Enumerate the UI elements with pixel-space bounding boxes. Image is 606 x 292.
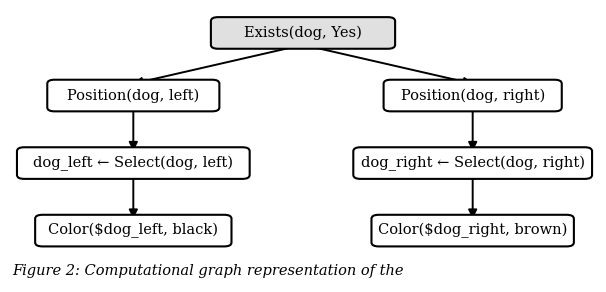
Text: Figure 2: Computational graph representation of the: Figure 2: Computational graph representa… <box>12 263 404 277</box>
Text: dog_left ← Select(dog, left): dog_left ← Select(dog, left) <box>33 155 233 171</box>
Text: Position(dog, right): Position(dog, right) <box>401 88 545 103</box>
FancyBboxPatch shape <box>371 215 574 246</box>
FancyBboxPatch shape <box>47 80 219 111</box>
Text: Color($dog_left, black): Color($dog_left, black) <box>48 223 218 238</box>
FancyBboxPatch shape <box>211 17 395 49</box>
FancyBboxPatch shape <box>17 147 250 179</box>
FancyBboxPatch shape <box>353 147 592 179</box>
Text: Position(dog, left): Position(dog, left) <box>67 88 199 103</box>
Text: Color($dog_right, brown): Color($dog_right, brown) <box>378 223 567 238</box>
Text: Exists(dog, Yes): Exists(dog, Yes) <box>244 26 362 40</box>
FancyBboxPatch shape <box>35 215 231 246</box>
FancyBboxPatch shape <box>384 80 562 111</box>
Text: dog_right ← Select(dog, right): dog_right ← Select(dog, right) <box>361 155 585 171</box>
